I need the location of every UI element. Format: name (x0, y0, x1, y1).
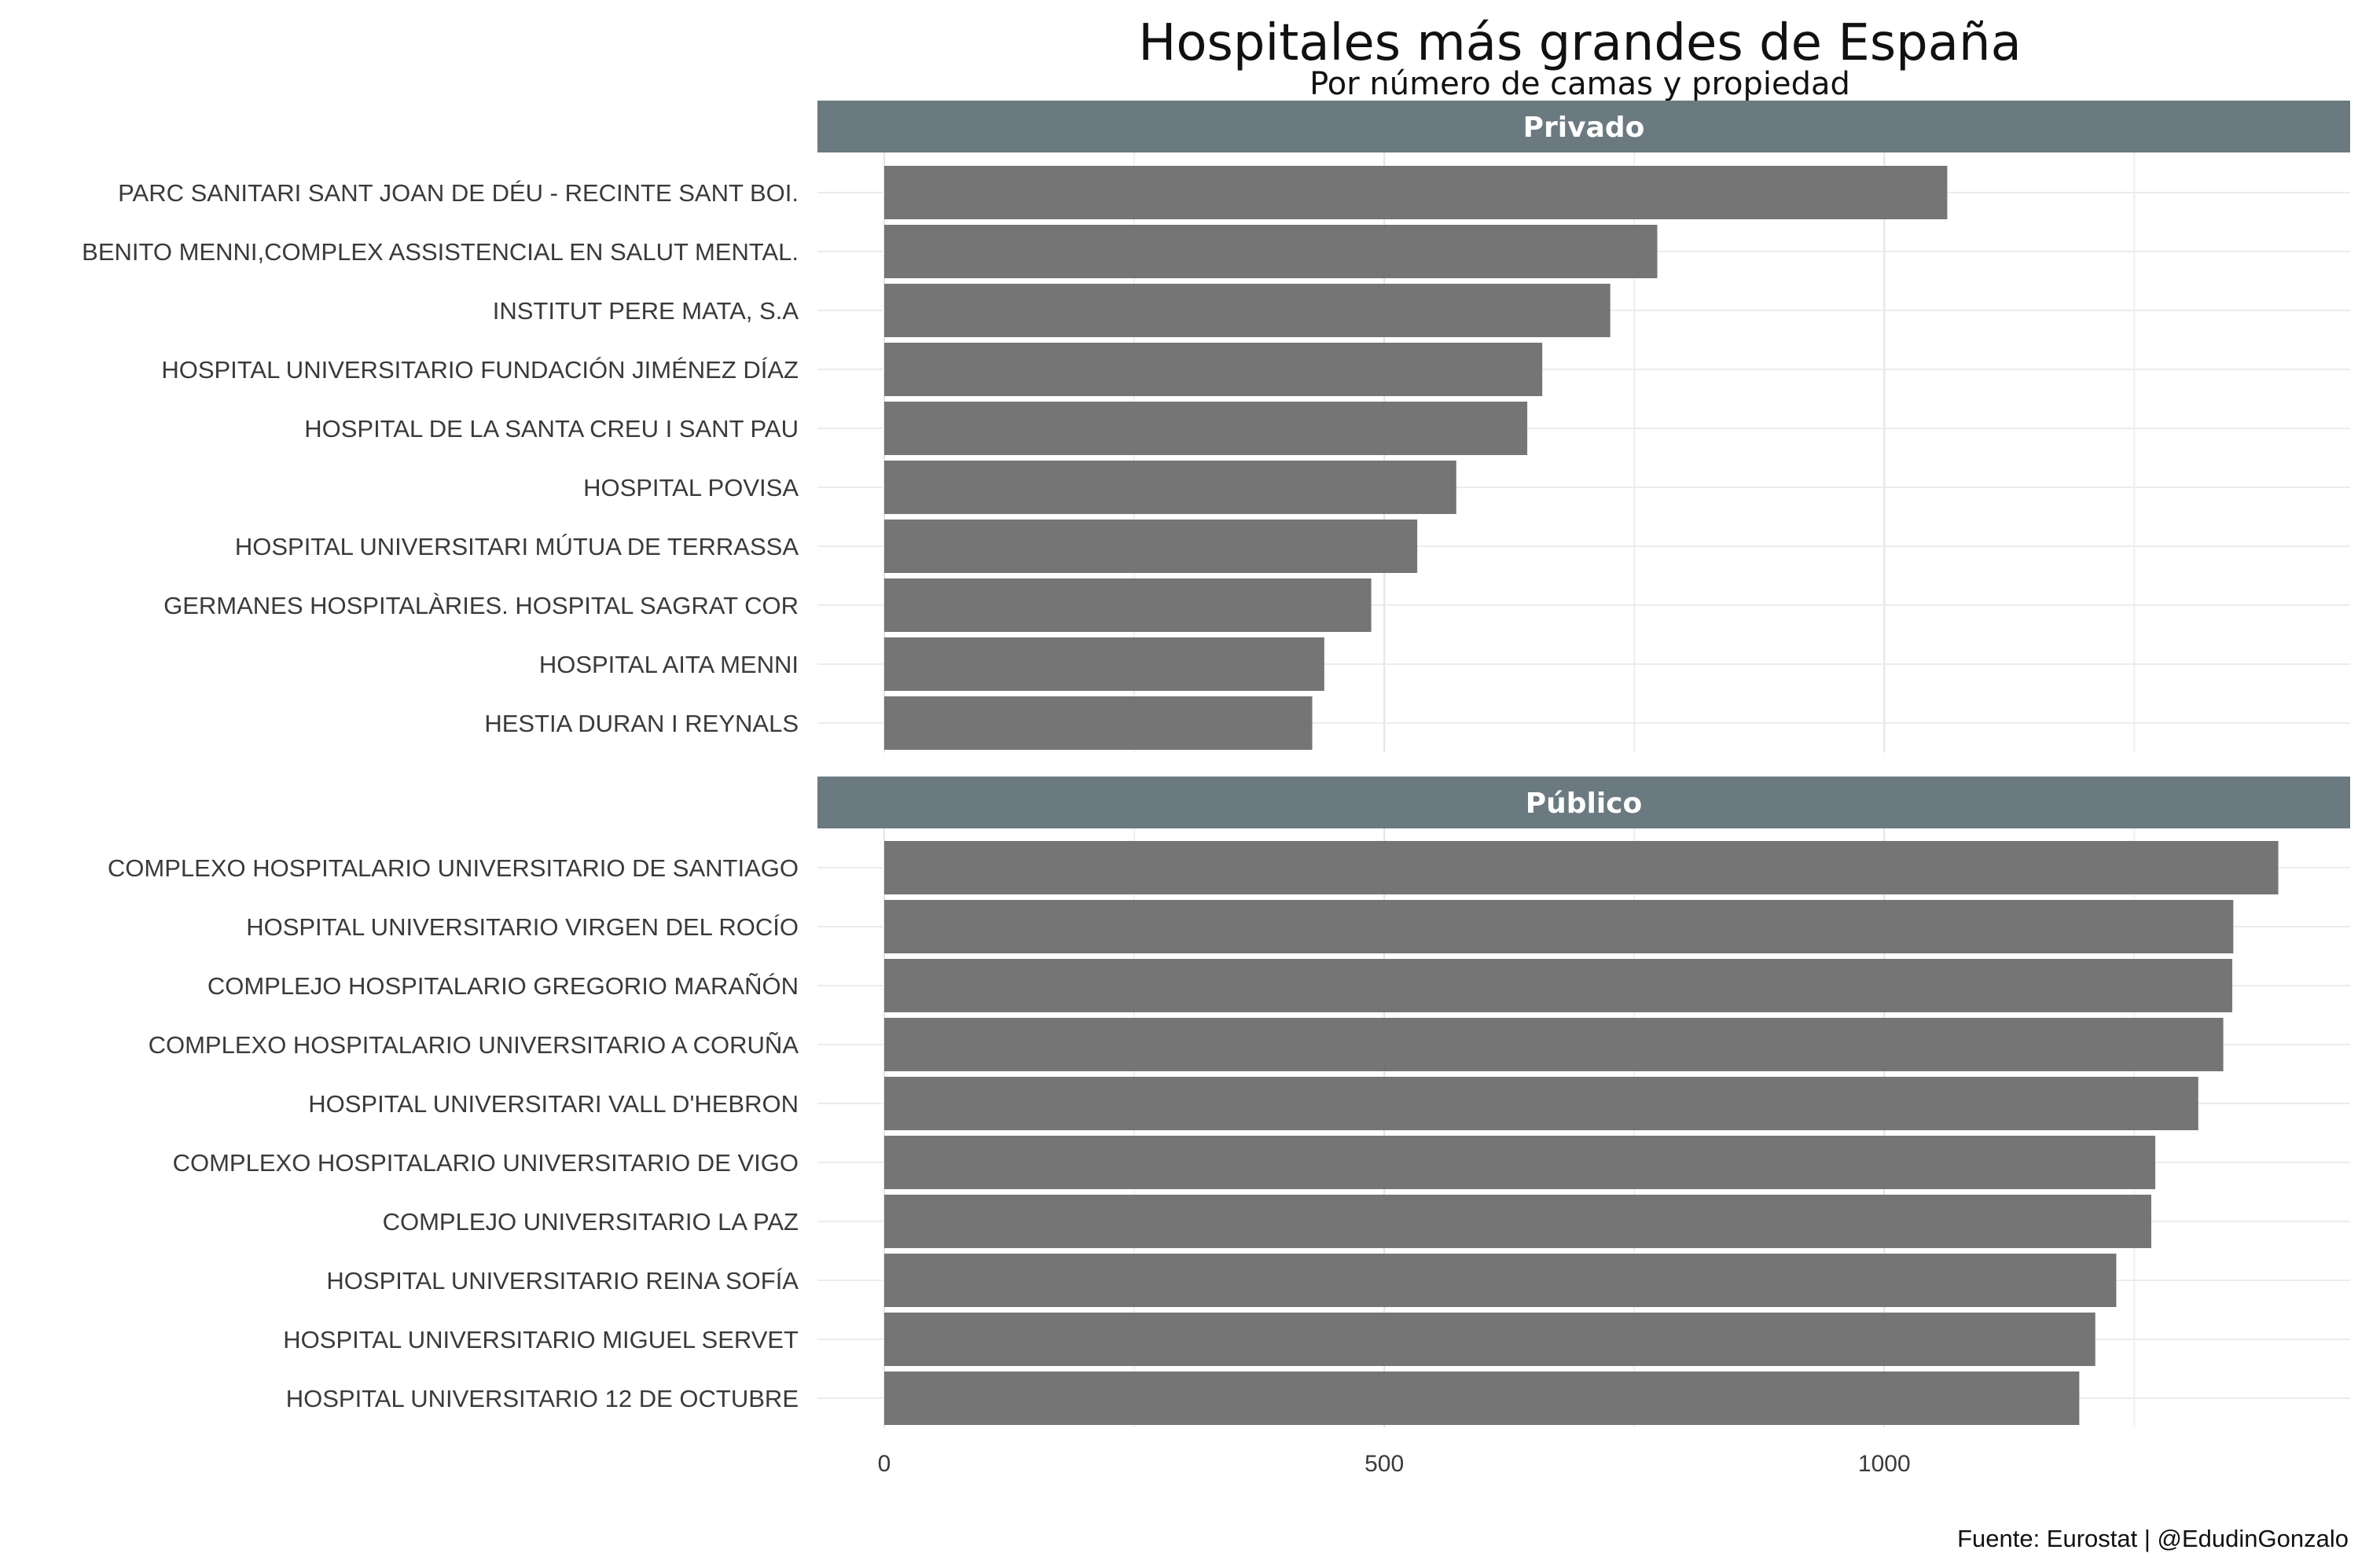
chart-caption: Fuente: Eurostat | @EdudinGonzalo (1957, 1525, 2349, 1552)
category-label: HOSPITAL POVISA (583, 474, 799, 501)
category-label: COMPLEJO UNIVERSITARIO LA PAZ (383, 1208, 799, 1236)
category-label: HOSPITAL UNIVERSITARIO REINA SOFÍA (326, 1267, 799, 1294)
category-label: HESTIA DURAN I REYNALS (484, 710, 799, 737)
bar (884, 1372, 2080, 1425)
bar (884, 959, 2233, 1012)
category-label: COMPLEXO HOSPITALARIO UNIVERSITARIO DE S… (108, 854, 799, 882)
bar (884, 284, 1611, 337)
category-label: PARC SANITARI SANT JOAN DE DÉU - RECINTE… (118, 179, 799, 207)
bar (884, 637, 1324, 691)
facet-strip-label: Privado (1523, 112, 1645, 144)
category-label: HOSPITAL UNIVERSITARIO VIRGEN DEL ROCÍO (246, 913, 799, 941)
bar (884, 343, 1543, 396)
bar (884, 1136, 2156, 1189)
x-axis: 0 500 1000 (878, 1451, 1911, 1477)
facet-panel-2: Público COMPLEXO HOSPITALARIO UNIVERSITAR… (108, 777, 2350, 1428)
bar (884, 696, 1313, 750)
bar (884, 1077, 2198, 1130)
category-label: HOSPITAL UNIVERSITARIO 12 DE OCTUBRE (286, 1385, 799, 1412)
bar (884, 1254, 2117, 1307)
bar (884, 841, 2279, 894)
category-label: HOSPITAL UNIVERSITARI VALL D'HEBRON (308, 1090, 799, 1118)
category-label: HOSPITAL AITA MENNI (539, 651, 799, 678)
bar (884, 1195, 2152, 1248)
category-label: HOSPITAL UNIVERSITARI MÚTUA DE TERRASSA (235, 533, 799, 560)
bar (884, 166, 1948, 219)
chart-subtitle: Por número de camas y propiedad (1309, 66, 1850, 102)
category-label: INSTITUT PERE MATA, S.A (493, 297, 799, 325)
facet-panel-1: Privado PARC SANITARI SANT JOAN DE DÉU - … (82, 101, 2350, 753)
category-label: HOSPITAL UNIVERSITARIO MIGUEL SERVET (283, 1326, 799, 1353)
bar (884, 900, 2234, 953)
bar (884, 402, 1528, 455)
bar (884, 461, 1456, 514)
bar (884, 225, 1658, 278)
bar (884, 520, 1418, 573)
facet-panels: Privado PARC SANITARI SANT JOAN DE DÉU - … (82, 101, 2350, 1428)
bar (884, 578, 1372, 632)
category-label: HOSPITAL DE LA SANTA CREU I SANT PAU (304, 415, 799, 442)
x-tick-label: 1000 (1858, 1451, 1911, 1477)
facet-strip (817, 101, 2350, 152)
category-label: HOSPITAL UNIVERSITARIO FUNDACIÓN JIMÉNEZ… (161, 356, 799, 384)
category-label: COMPLEXO HOSPITALARIO UNIVERSITARIO DE V… (173, 1149, 799, 1177)
category-label: BENITO MENNI,COMPLEX ASSISTENCIAL EN SAL… (82, 238, 799, 266)
facet-strip-label: Público (1526, 788, 1643, 820)
facet-strip (817, 777, 2350, 828)
category-label: COMPLEJO HOSPITALARIO GREGORIO MARAÑÓN (208, 972, 799, 1000)
bar (884, 1018, 2224, 1071)
x-tick-label: 500 (1364, 1451, 1404, 1477)
bar (884, 1313, 2095, 1366)
chart-title: Hospitales más grandes de España (1138, 14, 2022, 72)
category-label: GERMANES HOSPITALÀRIES. HOSPITAL SAGRAT … (163, 592, 799, 619)
x-tick-label: 0 (878, 1451, 891, 1477)
category-label: COMPLEXO HOSPITALARIO UNIVERSITARIO A CO… (149, 1031, 799, 1059)
